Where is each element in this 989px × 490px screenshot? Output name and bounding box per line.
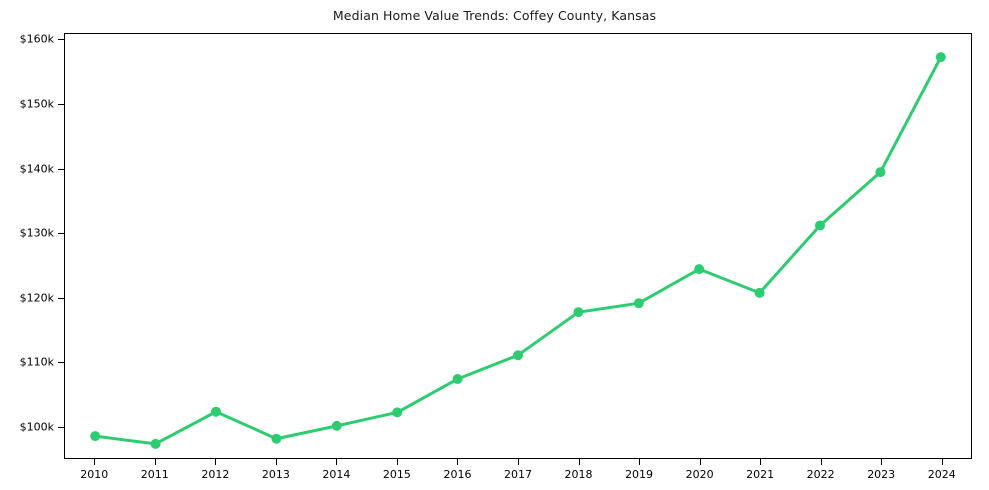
data-point-marker — [754, 287, 765, 298]
median-home-value-line — [93, 55, 943, 446]
y-axis-tick-label: $120k — [19, 291, 54, 305]
x-axis-tick-mark — [518, 459, 519, 465]
data-point-marker — [150, 438, 161, 449]
x-axis-tick-mark — [275, 459, 277, 465]
y-axis-tick-label: $110k — [19, 355, 54, 369]
y-axis-tick-label: $140k — [19, 162, 54, 176]
x-axis-tick-mark — [457, 459, 459, 465]
x-axis-tick-mark — [639, 459, 641, 465]
x-axis-tick-mark — [94, 459, 96, 465]
x-axis-tick-mark — [336, 459, 338, 465]
median-home-value-markers — [90, 52, 946, 449]
data-point-marker — [935, 52, 946, 63]
data-point-marker — [90, 431, 101, 442]
data-point-marker — [573, 307, 584, 318]
plot-area — [64, 33, 972, 459]
y-axis-tick-mark — [58, 362, 64, 364]
line-series-svg — [90, 52, 946, 449]
x-axis-tick-mark — [154, 459, 156, 465]
x-axis-tick-label: 2015 — [382, 468, 411, 481]
x-axis-tick-label: 2023 — [867, 468, 896, 481]
y-axis-tick-mark — [58, 39, 64, 41]
data-point-marker — [633, 298, 644, 309]
x-axis-tick-label: 2014 — [322, 468, 351, 481]
y-axis-tick-marks — [56, 0, 64, 490]
x-axis-tick-label: 2024 — [927, 468, 956, 481]
y-axis-tick-label: $160k — [19, 32, 54, 46]
x-axis-tick-labels: 2010 2011 2012 2013 2014 2015 2016 2017 2018 2019… — [0, 468, 989, 486]
x-axis-tick-label: 2017 — [504, 468, 532, 481]
x-axis-tick-marks — [0, 459, 989, 467]
x-axis-tick-label: 2018 — [564, 468, 593, 481]
data-point-marker — [875, 167, 886, 178]
data-point-marker — [694, 264, 705, 275]
x-axis-tick-label: 2022 — [806, 468, 835, 481]
data-point-marker — [452, 374, 463, 384]
x-axis-tick-mark — [760, 459, 762, 465]
y-axis-tick-mark — [58, 168, 64, 170]
x-axis-tick-mark — [215, 459, 217, 465]
x-axis-tick-label: 2010 — [80, 468, 109, 481]
y-axis-tick-label: $100k — [19, 420, 54, 434]
x-axis-tick-mark — [396, 459, 398, 465]
data-point-marker — [392, 407, 403, 418]
y-axis-tick-labels: $100k $110k $120k $130k $140k $150k $160k — [0, 0, 54, 490]
data-point-marker — [815, 220, 825, 231]
x-axis-tick-label: 2021 — [746, 468, 775, 481]
x-axis-tick-label: 2011 — [140, 468, 169, 481]
x-axis-tick-label: 2016 — [443, 468, 472, 481]
x-axis-tick-label: 2013 — [261, 468, 290, 481]
y-axis-tick-mark — [58, 233, 64, 235]
y-axis-tick-mark — [58, 297, 64, 299]
data-point-marker — [331, 420, 342, 431]
data-point-marker — [513, 350, 523, 361]
chart-title: Median Home Value Trends: Coffey County,… — [332, 8, 657, 23]
y-axis-tick-label: $130k — [19, 226, 54, 240]
x-axis-tick-mark — [881, 459, 883, 465]
x-axis-tick-label: 2019 — [625, 468, 654, 481]
x-axis-tick-mark — [699, 459, 701, 465]
x-axis-tick-mark — [820, 459, 822, 465]
x-axis-tick-label: 2012 — [201, 468, 230, 481]
data-point-marker — [271, 433, 282, 444]
y-axis-tick-label: $150k — [19, 97, 54, 111]
x-axis-tick-mark — [578, 459, 580, 465]
y-axis-tick-mark — [58, 104, 64, 105]
x-axis-tick-mark — [941, 459, 943, 465]
data-point-marker — [211, 406, 221, 417]
y-axis-tick-mark — [58, 426, 64, 428]
x-axis-tick-label: 2020 — [685, 468, 714, 481]
